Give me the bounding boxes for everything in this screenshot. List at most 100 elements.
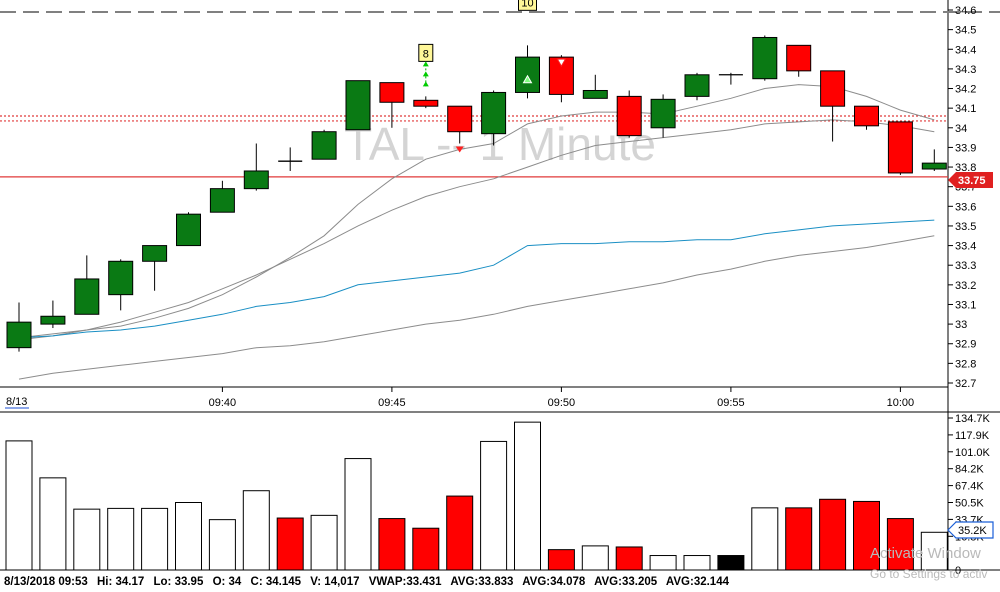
volume-bar: [412, 527, 440, 571]
time-tick-label: 09:45: [378, 397, 406, 409]
candle-body: [6, 321, 32, 349]
candle-body: [921, 162, 947, 170]
price-tick-label: 33: [955, 319, 967, 331]
price-tick-label: 34: [955, 123, 967, 135]
volume-bar: [886, 518, 914, 571]
volume-bar: [514, 421, 541, 571]
price-tick-label: 34.5: [955, 25, 976, 37]
volume-bar: [141, 507, 169, 571]
volume-bar: [242, 490, 270, 571]
horizontal-lines: [0, 10, 1000, 178]
status-avg4: AVG:32.144: [665, 576, 729, 588]
time-tick-label: 10:00: [887, 397, 915, 409]
price-tick-label: 33.5: [955, 221, 976, 233]
volume-tick-label: 101.0K: [955, 447, 991, 459]
date-label: 8/13: [6, 396, 27, 408]
volume-bar: [107, 507, 135, 571]
status-avg3: AVG:33.205: [594, 576, 658, 588]
candle-body: [752, 36, 778, 80]
candle-body: [108, 260, 134, 296]
volume-bar: [344, 458, 372, 571]
volume-bar: [785, 507, 813, 571]
price-tick-label: 32.8: [955, 358, 976, 370]
status-avg1: AVG:33.833: [450, 576, 514, 588]
candle-body: [74, 278, 100, 315]
status-volume: V: 14,017: [310, 576, 360, 588]
price-tick-label: 34.3: [955, 64, 976, 76]
price-tick-label: 33.8: [955, 162, 976, 174]
volume-bars: [5, 421, 948, 571]
volume-tick-label: 0: [955, 565, 961, 577]
price-tick-label: 33.2: [955, 280, 976, 292]
overlay-line: [18, 219, 935, 339]
candle-body: [481, 91, 507, 135]
signal-markers: 8 10: [418, 0, 567, 153]
price-tick-label: 32.7: [955, 378, 976, 390]
status-datetime: 8/13/2018 09:53: [4, 576, 88, 588]
volume-bar: [547, 549, 575, 571]
candle-body: [854, 105, 879, 127]
price-tick-label: 33.9: [955, 142, 976, 154]
signal-label-box: [518, 0, 537, 11]
volume-tick-label: 134.7K: [955, 413, 991, 425]
volume-bar: [446, 495, 474, 571]
volume-bar: [581, 545, 609, 571]
signal-triangle-down: [455, 146, 464, 153]
volume-bar: [853, 500, 880, 571]
candle-body: [684, 74, 710, 97]
current-price-label: 33.75: [958, 175, 986, 187]
overlay-line: [18, 119, 935, 341]
volume-tick-label: 117.9K: [955, 430, 990, 442]
time-tick-label: 09:40: [209, 397, 237, 409]
volume-bar: [480, 440, 508, 571]
status-low: Lo: 33.95: [153, 576, 204, 588]
volume-bar: [39, 477, 67, 571]
signal-arrow-head: [422, 81, 429, 87]
candle-body: [209, 188, 235, 213]
current-volume-badge: 35.2K: [947, 521, 994, 539]
volume-bar: [5, 440, 33, 571]
volume-bar: [751, 507, 779, 571]
price-tick-label: 34.1: [955, 103, 976, 115]
price-tick-label: 34.6: [955, 5, 976, 17]
candle-body: [243, 170, 269, 190]
volume-bar: [276, 517, 304, 571]
time-tick-label: 09:55: [717, 397, 745, 409]
price-tick-label: 33.1: [955, 299, 976, 311]
volume-bar: [378, 518, 406, 571]
volume-bar: [717, 555, 745, 571]
candle-body: [379, 82, 405, 103]
volume-bar: [73, 508, 101, 571]
overlay-line: [18, 235, 935, 380]
status-avg2: AVG:34.078: [522, 576, 586, 588]
price-tick-label: 34.4: [955, 44, 976, 56]
time-axis-ticks: 09:40 09:45 09:50 09:55 10:00: [209, 387, 915, 409]
price-tick-label: 33.3: [955, 260, 976, 272]
price-tick-label: 33.4: [955, 241, 976, 253]
candle-body: [413, 99, 439, 107]
status-open: O: 34: [212, 576, 242, 588]
status-vwap: VWAP:33.431: [368, 576, 442, 588]
moving-average-overlays: [18, 84, 935, 380]
volume-tick-label: 67.4K: [955, 481, 984, 493]
current-price-badge: 33.75: [948, 172, 993, 188]
volume-bar: [208, 519, 236, 571]
candle-body: [582, 89, 608, 99]
candle-body: [887, 121, 913, 174]
volume-bar: [920, 531, 948, 571]
price-tick-label: 34.2: [955, 84, 976, 96]
volume-tick-label: 50.5K: [955, 498, 984, 510]
candlesticks: [6, 35, 947, 352]
candle-body: [311, 131, 337, 160]
price-axis-ticks: 32.7 32.8 32.9 33 33.1 33.2 33.3 33.4 33.5 33.6 33…: [948, 5, 976, 390]
volume-axis-ticks: 134.7K117.9K101.0K84.2K67.4K50.5K33.7K16…: [948, 413, 991, 577]
candle-body: [447, 105, 473, 133]
signal-triangle-up: [522, 74, 533, 84]
price-tick-label: 32.9: [955, 339, 976, 351]
candle-body: [786, 44, 812, 72]
volume-tick-label: 84.2K: [955, 464, 984, 476]
price-tick-label: 33.6: [955, 201, 976, 213]
candle-body: [40, 315, 66, 325]
signal-label: 10: [521, 0, 533, 9]
